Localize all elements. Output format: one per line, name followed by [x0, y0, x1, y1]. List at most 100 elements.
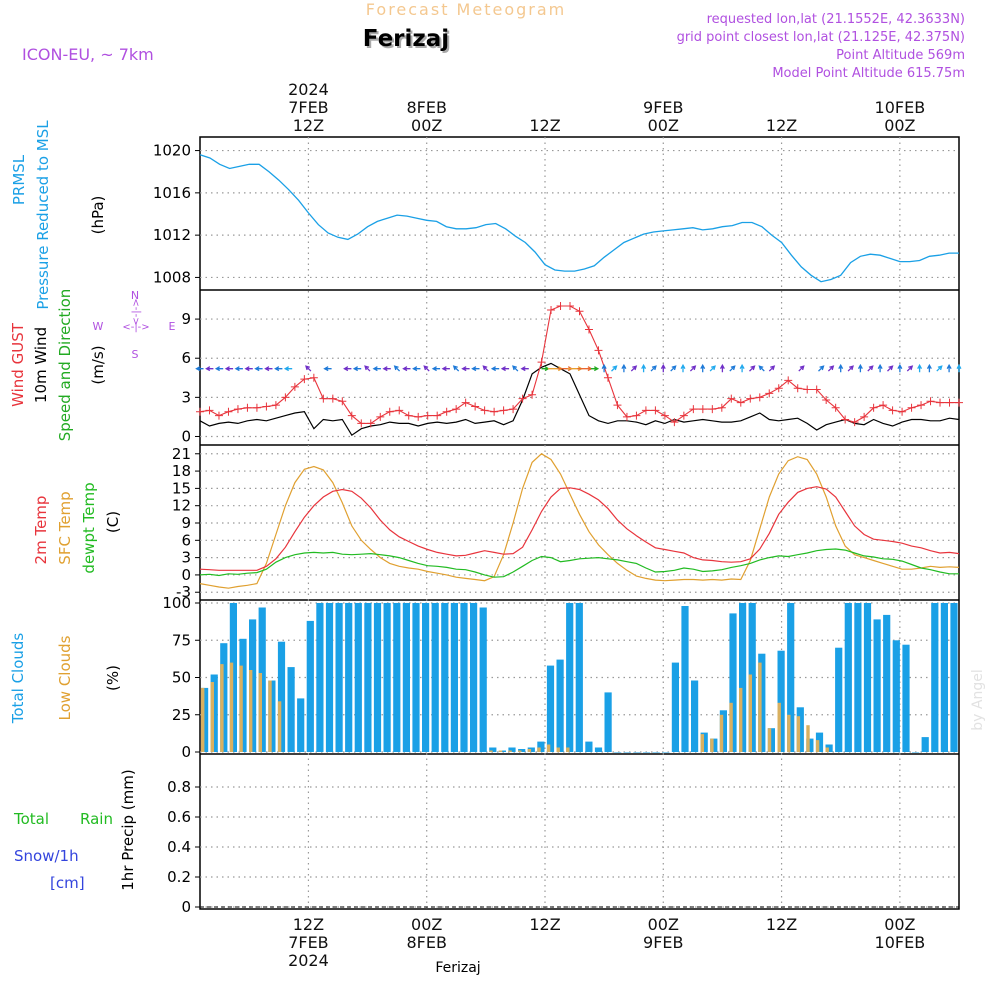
top-time-label: 9FEB [643, 98, 683, 117]
low-cloud-bar [489, 750, 493, 752]
gust-marker [926, 397, 935, 406]
total-cloud-bar [249, 619, 257, 752]
wind-direction-arrow [709, 365, 716, 372]
total-cloud-bar [902, 644, 910, 752]
y-tick-label: 100 [162, 594, 191, 612]
bottom-time-label: 00Z [411, 915, 442, 934]
gust-marker [243, 403, 252, 412]
wind-direction-arrow [926, 363, 932, 373]
gust-marker [670, 418, 679, 427]
clouds-panel: Total Clouds Low Clouds (%) by Angel [9, 603, 986, 753]
compass-s: S [132, 348, 139, 361]
wind-direction-arrow [917, 363, 923, 373]
wind-direction-arrow [372, 366, 381, 372]
total-cloud-bar [585, 741, 593, 752]
wind-direction-arrow [274, 366, 283, 372]
y-tick-label: 1020 [153, 142, 191, 160]
wind-direction-arrow [887, 365, 894, 372]
gust-marker [328, 394, 337, 403]
wind-direction-arrow [431, 366, 441, 372]
wind-direction-arrow [798, 365, 805, 372]
total-cloud-bar [758, 653, 766, 752]
total-cloud-bar [498, 750, 506, 752]
gust-marker [784, 376, 793, 385]
wind-direction-arrow [719, 363, 725, 373]
y-tick-label: 0.8 [167, 778, 191, 796]
gust-marker [233, 405, 242, 414]
total-cloud-bar [575, 603, 583, 752]
grid-lines [200, 137, 959, 909]
low-cloud-bar [566, 747, 570, 752]
gust-marker [281, 393, 290, 402]
gust-marker [385, 407, 394, 416]
gust-marker [660, 411, 669, 420]
low-cloud-bar [719, 714, 724, 753]
sfc-label: SFC Temp [56, 491, 74, 564]
total-cloud-bar [921, 737, 929, 752]
model-name: ICON-EU, ~ 7km [22, 45, 154, 64]
gust-marker [518, 394, 527, 403]
gust-marker [936, 398, 945, 407]
gust-marker [224, 407, 233, 416]
total-cloud-bar [662, 752, 670, 753]
bottom-time-label: 8FEB [406, 933, 446, 952]
total-cloud-bar [412, 603, 420, 752]
cloud-bars [201, 603, 958, 753]
gust-marker [490, 407, 499, 416]
total-cloud-bar [719, 710, 727, 752]
gust-marker [774, 384, 783, 393]
total-cloud-bar [489, 747, 497, 752]
bottom-time-label: 7FEB [288, 933, 328, 952]
gust-marker [262, 402, 271, 411]
y-tick-label: -3 [176, 583, 191, 601]
wind-direction-arrow [423, 365, 430, 372]
bottom-time-label: 00Z [884, 915, 915, 934]
total-cloud-bar [201, 687, 209, 752]
y-tick-label: 9 [181, 514, 191, 532]
wind-direction-arrow [264, 366, 273, 372]
top-time-label: 2024 [288, 80, 329, 99]
wind-direction-arrow [205, 366, 214, 372]
sfc-temp-line [199, 453, 960, 589]
top-time-label: 00Z [884, 116, 915, 135]
gust-marker [860, 412, 869, 421]
wind-panel: Wind GUST 10m Wind Speed and Direction (… [9, 289, 963, 441]
gust-marker [793, 384, 802, 393]
gust-marker [850, 418, 859, 427]
total-cloud-bar [825, 744, 833, 752]
total-clouds-label: Total Clouds [9, 633, 27, 725]
total-cloud-bar [652, 752, 660, 753]
y-tick-label: 6 [181, 531, 191, 549]
low-cloud-bar [767, 728, 772, 752]
total-cloud-bar [220, 643, 228, 752]
gust-marker [755, 393, 764, 402]
wind-direction-arrow [244, 366, 253, 372]
low-cloud-bar [508, 750, 512, 752]
total-cloud-bar [556, 659, 564, 752]
y-axes: 10081012101610200369-3036912151821025507… [153, 142, 200, 916]
gust-marker [575, 307, 584, 316]
gust-marker [727, 394, 736, 403]
gust-marker [603, 373, 612, 382]
wind-direction-arrow [729, 365, 736, 372]
gust-marker [537, 358, 546, 367]
wind-direction-arrow [214, 366, 224, 372]
total-cloud-bar [316, 603, 324, 752]
wind-direction-arrow [758, 365, 765, 372]
top-time-label: 12Z [766, 116, 797, 135]
forecast-title: Forecast Meteogram [366, 0, 566, 19]
total-cloud-bar [470, 603, 478, 752]
gust-marker [357, 419, 366, 428]
compass-rose: N <-|-> W <-|-> E S [93, 289, 176, 361]
gust-marker [746, 394, 755, 403]
low-cloud-bar [268, 680, 272, 752]
y-tick-label: 0.6 [167, 808, 191, 826]
top-time-label: 8FEB [406, 98, 446, 117]
gust-marker [765, 389, 774, 398]
gust-marker [214, 411, 223, 420]
wind-direction-arrow [512, 365, 519, 372]
total-cloud-bar [479, 607, 487, 752]
y-tick-label: 15 [172, 479, 191, 497]
low-cloud-bar [527, 749, 532, 752]
gust-marker [290, 382, 299, 391]
